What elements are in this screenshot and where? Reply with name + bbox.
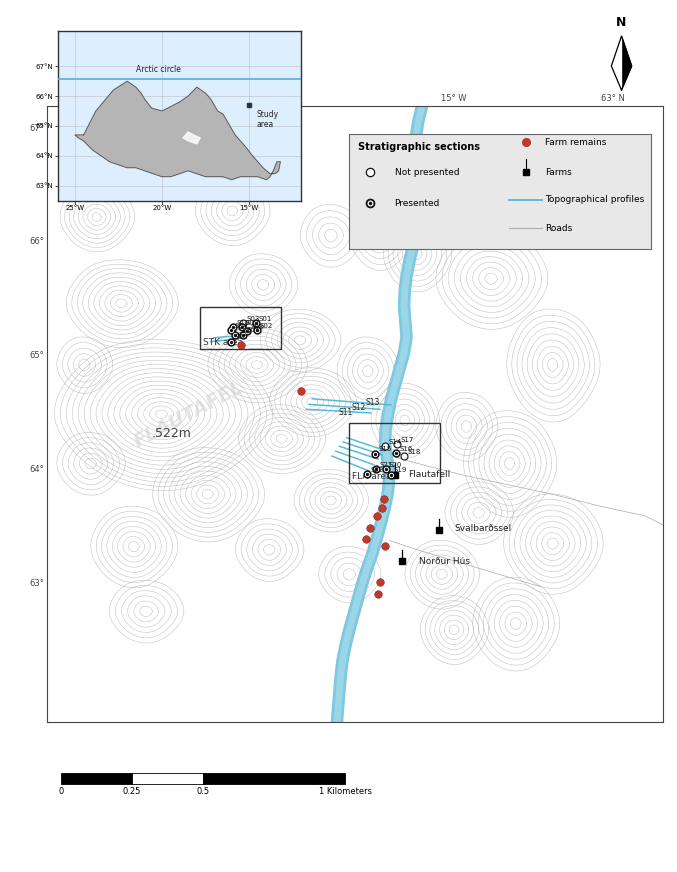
- Text: 15° W: 15° W: [441, 94, 466, 103]
- Text: Farm remains: Farm remains: [546, 138, 607, 146]
- Text: 66°: 66°: [29, 237, 44, 246]
- Text: S22: S22: [370, 467, 383, 473]
- Text: .522m: .522m: [152, 427, 192, 440]
- Text: S14: S14: [388, 439, 401, 445]
- Text: Svalbarðssel: Svalbarðssel: [455, 524, 512, 533]
- Text: Norður Hús: Norður Hús: [420, 557, 471, 566]
- Text: Not presented: Not presented: [395, 167, 459, 176]
- Text: S18: S18: [407, 449, 420, 455]
- Text: S04: S04: [234, 324, 247, 330]
- Text: STK area: STK area: [203, 338, 243, 347]
- Text: 20° W: 20° W: [259, 94, 285, 103]
- Text: 63° N: 63° N: [601, 94, 625, 103]
- Text: Presented: Presented: [395, 199, 440, 208]
- Text: S21: S21: [379, 462, 393, 467]
- Text: S17: S17: [400, 437, 414, 442]
- Text: S12: S12: [351, 404, 366, 412]
- Text: S20: S20: [389, 462, 402, 467]
- Text: S01: S01: [259, 316, 272, 322]
- Text: Farms: Farms: [546, 167, 572, 176]
- Text: 1 Kilometers: 1 Kilometers: [319, 787, 372, 796]
- Polygon shape: [621, 36, 632, 90]
- Text: N: N: [616, 17, 627, 29]
- Text: 64°: 64°: [30, 465, 44, 474]
- Text: 0.5: 0.5: [196, 787, 210, 796]
- Text: Roads: Roads: [546, 224, 573, 233]
- Polygon shape: [183, 132, 200, 144]
- Text: S07: S07: [246, 328, 260, 333]
- Text: S10: S10: [236, 320, 250, 326]
- Text: 0.25: 0.25: [123, 787, 141, 796]
- Text: Stratigraphic sections: Stratigraphic sections: [358, 142, 480, 152]
- Text: 65°: 65°: [30, 351, 44, 360]
- Polygon shape: [75, 81, 280, 180]
- Text: S16: S16: [399, 446, 412, 452]
- Text: S09: S09: [245, 320, 259, 326]
- Text: FLAUTAFEL: FLAUTAFEL: [131, 378, 247, 451]
- Text: FLA area: FLA area: [352, 473, 392, 481]
- Text: S05: S05: [238, 328, 252, 334]
- Text: S13: S13: [366, 399, 380, 407]
- Polygon shape: [611, 36, 621, 90]
- Text: Urðarsel: Urðarsel: [64, 130, 100, 139]
- Text: S19: S19: [393, 467, 407, 473]
- Text: S06: S06: [234, 334, 247, 340]
- Text: Topographical profiles: Topographical profiles: [546, 195, 645, 204]
- Text: S03: S03: [246, 316, 260, 322]
- Text: 0: 0: [58, 787, 64, 796]
- Text: 63°: 63°: [29, 579, 44, 588]
- Bar: [200, 307, 282, 349]
- Bar: [349, 423, 441, 483]
- Text: S08: S08: [250, 324, 263, 330]
- Text: Study
area: Study area: [256, 110, 278, 129]
- Text: Arctic circle: Arctic circle: [136, 65, 181, 74]
- Text: S11: S11: [338, 408, 353, 417]
- Text: S15: S15: [378, 446, 391, 453]
- Text: Flautafell: Flautafell: [408, 470, 450, 479]
- Text: 67°: 67°: [29, 124, 44, 133]
- Text: S02: S02: [260, 324, 274, 330]
